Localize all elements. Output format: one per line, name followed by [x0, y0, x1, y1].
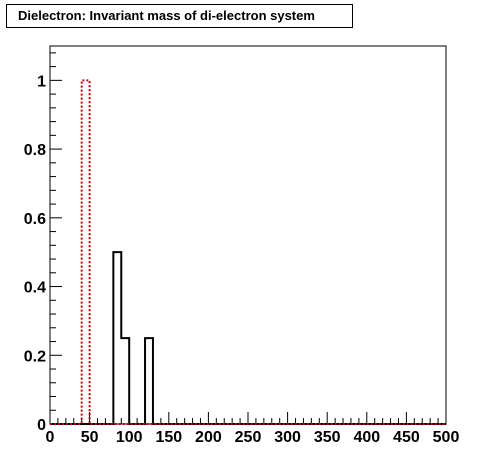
x-tick-label: 450	[393, 429, 420, 446]
histogram-bar	[113, 252, 121, 424]
y-tick-label: 0.2	[24, 348, 46, 365]
x-tick-label: 0	[46, 429, 55, 446]
x-tick-label: 400	[353, 429, 380, 446]
x-tick-label: 350	[314, 429, 341, 446]
histogram-bar	[145, 338, 153, 424]
x-tick-label: 200	[195, 429, 222, 446]
x-tick-label: 100	[116, 429, 143, 446]
histogram-series-2	[50, 79, 446, 425]
histogram-bar	[121, 338, 129, 424]
y-tick-label: 0.8	[24, 142, 46, 159]
x-tick-label: 150	[155, 429, 182, 446]
tick-labels: 0 50 100 150 200 250 300 350 400 450 500 0 0.2 0.4 0.6…	[24, 73, 460, 446]
histogram-series-1	[50, 251, 446, 425]
histogram-bar	[82, 80, 90, 424]
y-tick-label: 1	[37, 73, 46, 90]
series-layer	[50, 79, 446, 425]
y-tick-label: 0	[37, 417, 46, 434]
axes-layer	[49, 45, 447, 425]
chart-title: Dielectron: Invariant mass of di-electro…	[6, 4, 353, 28]
x-tick-label: 250	[235, 429, 262, 446]
y-tick-label: 0.6	[24, 211, 46, 228]
x-tick-label: 50	[81, 429, 99, 446]
x-tick-label: 500	[433, 429, 460, 446]
y-tick-label: 0.4	[24, 280, 46, 297]
x-tick-label: 300	[274, 429, 301, 446]
plot-frame	[49, 45, 447, 425]
